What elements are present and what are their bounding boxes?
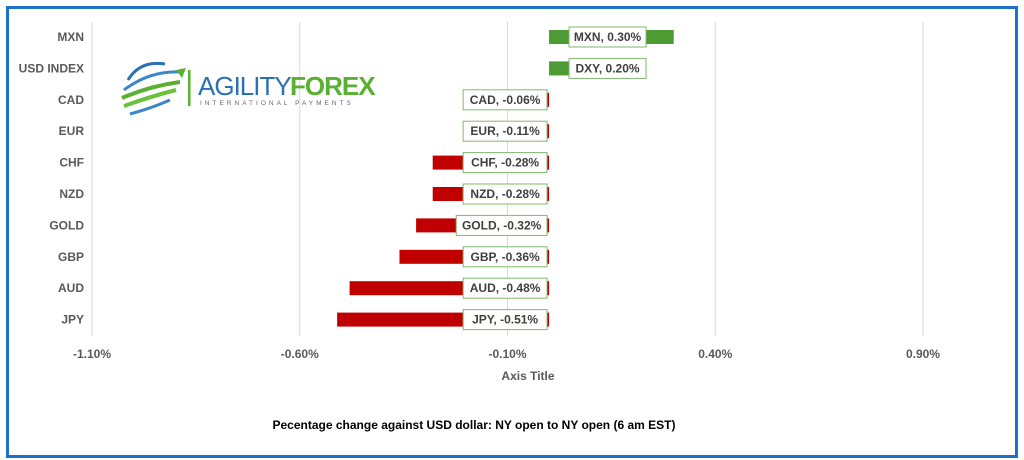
x-tick-label: -1.10% — [73, 347, 111, 361]
data-label: DXY, 0.20% — [576, 61, 640, 75]
data-label-box — [462, 309, 548, 331]
category-label: USD INDEX — [19, 61, 84, 75]
data-label: MXN, 0.30% — [574, 30, 642, 44]
category-label: AUD — [58, 281, 84, 295]
data-label: JPY, -0.51% — [472, 313, 538, 327]
chart-caption: Pecentage change against USD dollar: NY … — [273, 418, 676, 432]
category-label: GOLD — [49, 218, 84, 232]
logo-brand-a: AGILITY — [198, 71, 291, 101]
data-label-box — [462, 152, 548, 174]
data-label-box — [462, 183, 548, 205]
data-label-box — [462, 120, 548, 142]
data-label-box — [568, 57, 647, 79]
x-tick-label: 0.90% — [906, 347, 940, 361]
data-label: GOLD, -0.32% — [462, 218, 542, 232]
category-label: JPY — [61, 313, 84, 327]
logo-brand-b: FOREX — [290, 71, 376, 101]
category-label: CAD — [58, 93, 84, 107]
data-label-box — [568, 26, 647, 48]
globe-icon — [121, 61, 186, 116]
data-label-box — [462, 246, 548, 268]
data-label: EUR, -0.11% — [470, 124, 540, 138]
category-label: MXN — [57, 30, 84, 44]
data-label: CAD, -0.06% — [470, 93, 541, 107]
category-label: NZD — [59, 187, 84, 201]
data-label: CHF, -0.28% — [471, 156, 539, 170]
data-label-box — [455, 214, 548, 236]
x-tick-label: -0.10% — [488, 347, 526, 361]
x-tick-label: 0.40% — [698, 347, 732, 361]
data-label-box — [462, 277, 548, 299]
logo-tagline: INTERNATIONAL PAYMENTS — [200, 100, 354, 107]
logo: AGILITY FOREX INTERNATIONAL PAYMENTS — [121, 61, 377, 116]
data-label: AUD, -0.48% — [470, 281, 541, 295]
x-axis-title: Axis Title — [501, 369, 554, 383]
category-label: CHF — [59, 156, 84, 170]
data-label: GBP, -0.36% — [471, 250, 540, 264]
category-label: EUR — [59, 124, 85, 138]
data-label: NZD, -0.28% — [470, 187, 540, 201]
data-label-box — [462, 89, 548, 111]
category-label: GBP — [58, 250, 84, 264]
x-tick-label: -0.60% — [281, 347, 319, 361]
